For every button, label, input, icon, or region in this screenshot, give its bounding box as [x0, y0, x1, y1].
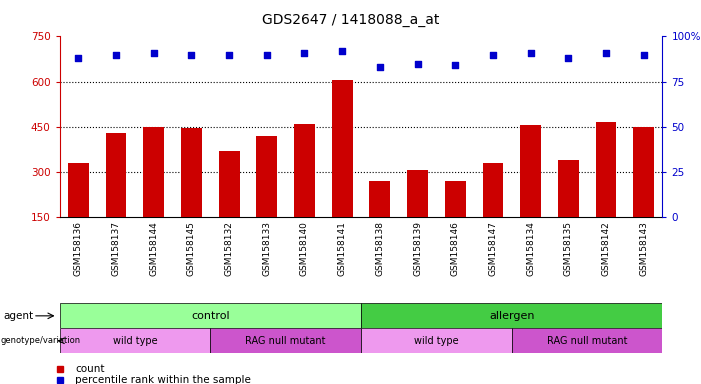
Text: GSM158133: GSM158133 [262, 221, 271, 276]
Bar [60, 303, 361, 328]
Text: wild type: wild type [113, 336, 157, 346]
Bar [210, 328, 361, 353]
Point [261, 51, 273, 58]
Bar [181, 128, 202, 217]
Text: GSM158142: GSM158142 [601, 221, 611, 276]
Text: RAG null mutant: RAG null mutant [245, 336, 326, 346]
Text: control: control [191, 311, 230, 321]
Text: count: count [75, 364, 104, 374]
Bar [520, 125, 541, 217]
Point [148, 50, 159, 56]
Point [638, 51, 649, 58]
Text: genotype/variation: genotype/variation [1, 336, 81, 345]
Text: wild type: wild type [414, 336, 458, 346]
Bar [60, 328, 210, 353]
Text: GSM158132: GSM158132 [224, 221, 233, 276]
Text: GSM158137: GSM158137 [111, 221, 121, 276]
Text: GSM158147: GSM158147 [489, 221, 498, 276]
Bar [257, 136, 277, 217]
Point [224, 51, 235, 58]
Text: GSM158141: GSM158141 [338, 221, 347, 276]
Point [186, 51, 197, 58]
Text: RAG null mutant: RAG null mutant [547, 336, 627, 346]
Point [299, 50, 310, 56]
Bar [445, 181, 465, 217]
Point [563, 55, 574, 61]
Text: GSM158145: GSM158145 [187, 221, 196, 276]
Text: GSM158135: GSM158135 [564, 221, 573, 276]
Text: GSM158134: GSM158134 [526, 221, 535, 276]
Point [449, 62, 461, 68]
Bar [106, 133, 126, 217]
Bar [144, 127, 164, 217]
Bar [294, 124, 315, 217]
Bar [369, 181, 390, 217]
Bar [482, 163, 503, 217]
Bar [361, 303, 662, 328]
Text: allergen: allergen [489, 311, 534, 321]
Text: GSM158144: GSM158144 [149, 221, 158, 276]
Point [600, 50, 611, 56]
Point [487, 51, 498, 58]
Text: agent: agent [4, 311, 34, 321]
Text: GSM158139: GSM158139 [413, 221, 422, 276]
Bar [332, 80, 353, 217]
Bar [558, 160, 578, 217]
Text: percentile rank within the sample: percentile rank within the sample [75, 375, 251, 384]
Bar [219, 151, 240, 217]
Bar [407, 170, 428, 217]
Text: GSM158136: GSM158136 [74, 221, 83, 276]
Point [111, 51, 122, 58]
Bar [361, 328, 512, 353]
Bar [512, 328, 662, 353]
Point [336, 48, 348, 54]
Bar [596, 122, 616, 217]
Text: GSM158138: GSM158138 [375, 221, 384, 276]
Point [73, 55, 84, 61]
Point [412, 61, 423, 67]
Bar [68, 163, 89, 217]
Text: GSM158146: GSM158146 [451, 221, 460, 276]
Text: GSM158143: GSM158143 [639, 221, 648, 276]
Text: GSM158140: GSM158140 [300, 221, 309, 276]
Bar [633, 127, 654, 217]
Point [374, 64, 386, 70]
Text: GDS2647 / 1418088_a_at: GDS2647 / 1418088_a_at [261, 13, 440, 27]
Point [525, 50, 536, 56]
